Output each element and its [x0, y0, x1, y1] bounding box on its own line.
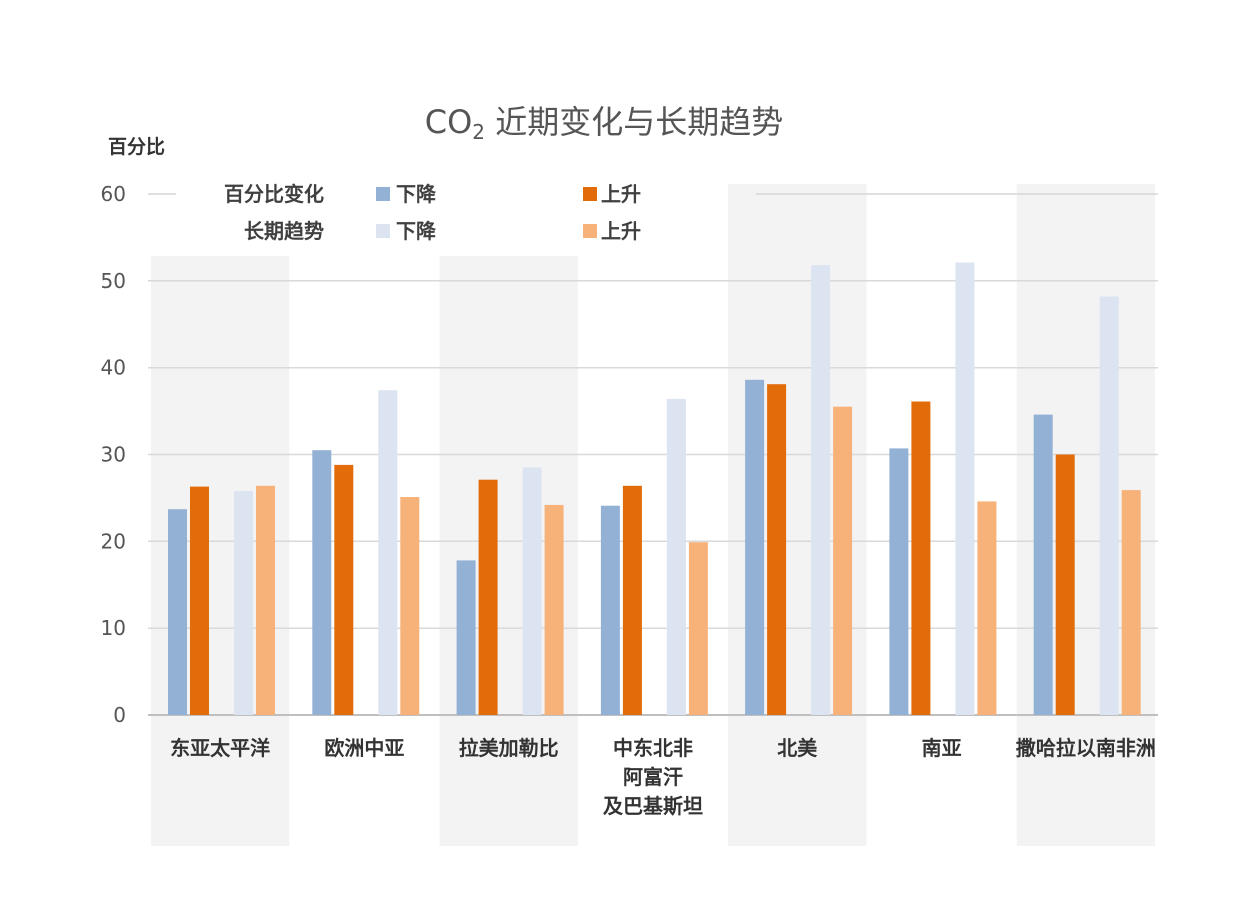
legend-label-change-up: 上升 — [601, 182, 641, 206]
category-label-1-0: 欧洲中亚 — [324, 736, 404, 760]
legend-swatch-trend-up — [583, 224, 597, 238]
bar-百分比变化-下降-2 — [456, 560, 476, 715]
legend-label-change-down: 下降 — [396, 182, 437, 206]
bar-百分比变化-下降-0 — [168, 509, 187, 715]
y-tick-labels: 0 10 20 30 40 50 60 — [101, 182, 126, 727]
y-tick-0: 0 — [113, 703, 126, 727]
bar-百分比变化-下降-6 — [1033, 414, 1053, 715]
y-tick-40: 40 — [101, 356, 126, 380]
category-label-5-0: 南亚 — [922, 736, 962, 760]
legend-label-trend-down: 下降 — [396, 219, 437, 243]
y-tick-60: 60 — [101, 182, 126, 206]
bar-长期趋势-下降-3 — [666, 398, 686, 715]
category-label-3-0: 中东北非 — [613, 736, 693, 760]
legend-swatch-change-up — [583, 187, 597, 201]
bar-长期趋势-上升-2 — [544, 504, 564, 715]
legend-label-trend-up: 上升 — [601, 219, 641, 243]
bar-长期趋势-上升-0 — [256, 485, 275, 715]
y-tick-20: 20 — [101, 529, 126, 553]
category-label-3-1: 阿富汗 — [623, 765, 683, 789]
bar-长期趋势-上升-5 — [977, 501, 997, 715]
bar-长期趋势-下降-5 — [955, 262, 975, 715]
legend-swatch-trend-down — [376, 224, 390, 238]
bar-百分比变化-上升-5 — [911, 401, 931, 715]
bars — [168, 262, 1141, 715]
bar-长期趋势-上升-1 — [400, 497, 420, 715]
bar-长期趋势-上升-3 — [688, 542, 708, 715]
legend: 百分比变化 下降 上升 长期趋势 下降 上升 — [148, 182, 1158, 243]
category-label-2-0: 拉美加勒比 — [459, 736, 559, 760]
y-axis-label: 百分比 — [108, 136, 165, 158]
y-tick-50: 50 — [101, 269, 126, 293]
bar-长期趋势-上升-4 — [833, 406, 853, 715]
category-label-0-0: 东亚太平洋 — [170, 736, 270, 760]
bar-百分比变化-上升-4 — [767, 384, 787, 715]
y-tick-30: 30 — [101, 443, 126, 467]
bar-百分比变化-上升-0 — [190, 486, 209, 715]
chart-title: CO2 近期变化与长期趋势 — [425, 103, 783, 144]
bar-长期趋势-下降-4 — [811, 265, 831, 715]
category-label-4-0: 北美 — [777, 736, 818, 760]
legend-swatch-change-down — [376, 187, 390, 201]
bar-百分比变化-下降-5 — [889, 448, 909, 715]
category-label-3-2: 及巴基斯坦 — [603, 794, 703, 818]
bar-百分比变化-上升-3 — [622, 485, 642, 715]
bar-长期趋势-下降-2 — [522, 467, 542, 715]
legend-row-label-trend: 长期趋势 — [244, 219, 324, 243]
y-tick-10: 10 — [101, 616, 126, 640]
gridlines — [148, 280, 1158, 716]
bar-百分比变化-上升-6 — [1055, 454, 1075, 715]
bar-百分比变化-下降-3 — [600, 505, 620, 715]
category-label-6-0: 撒哈拉以南非洲 — [1016, 736, 1156, 760]
bar-长期趋势-下降-1 — [378, 390, 398, 715]
bar-长期趋势-下降-0 — [234, 491, 253, 715]
bar-百分比变化-下降-1 — [312, 450, 332, 715]
bar-百分比变化-下降-4 — [745, 379, 765, 715]
bar-百分比变化-上升-2 — [478, 479, 498, 715]
legend-row-label-change: 百分比变化 — [224, 182, 324, 206]
bar-长期趋势-下降-6 — [1099, 296, 1119, 715]
bar-长期趋势-上升-6 — [1121, 490, 1141, 715]
bar-百分比变化-上升-1 — [334, 464, 354, 715]
